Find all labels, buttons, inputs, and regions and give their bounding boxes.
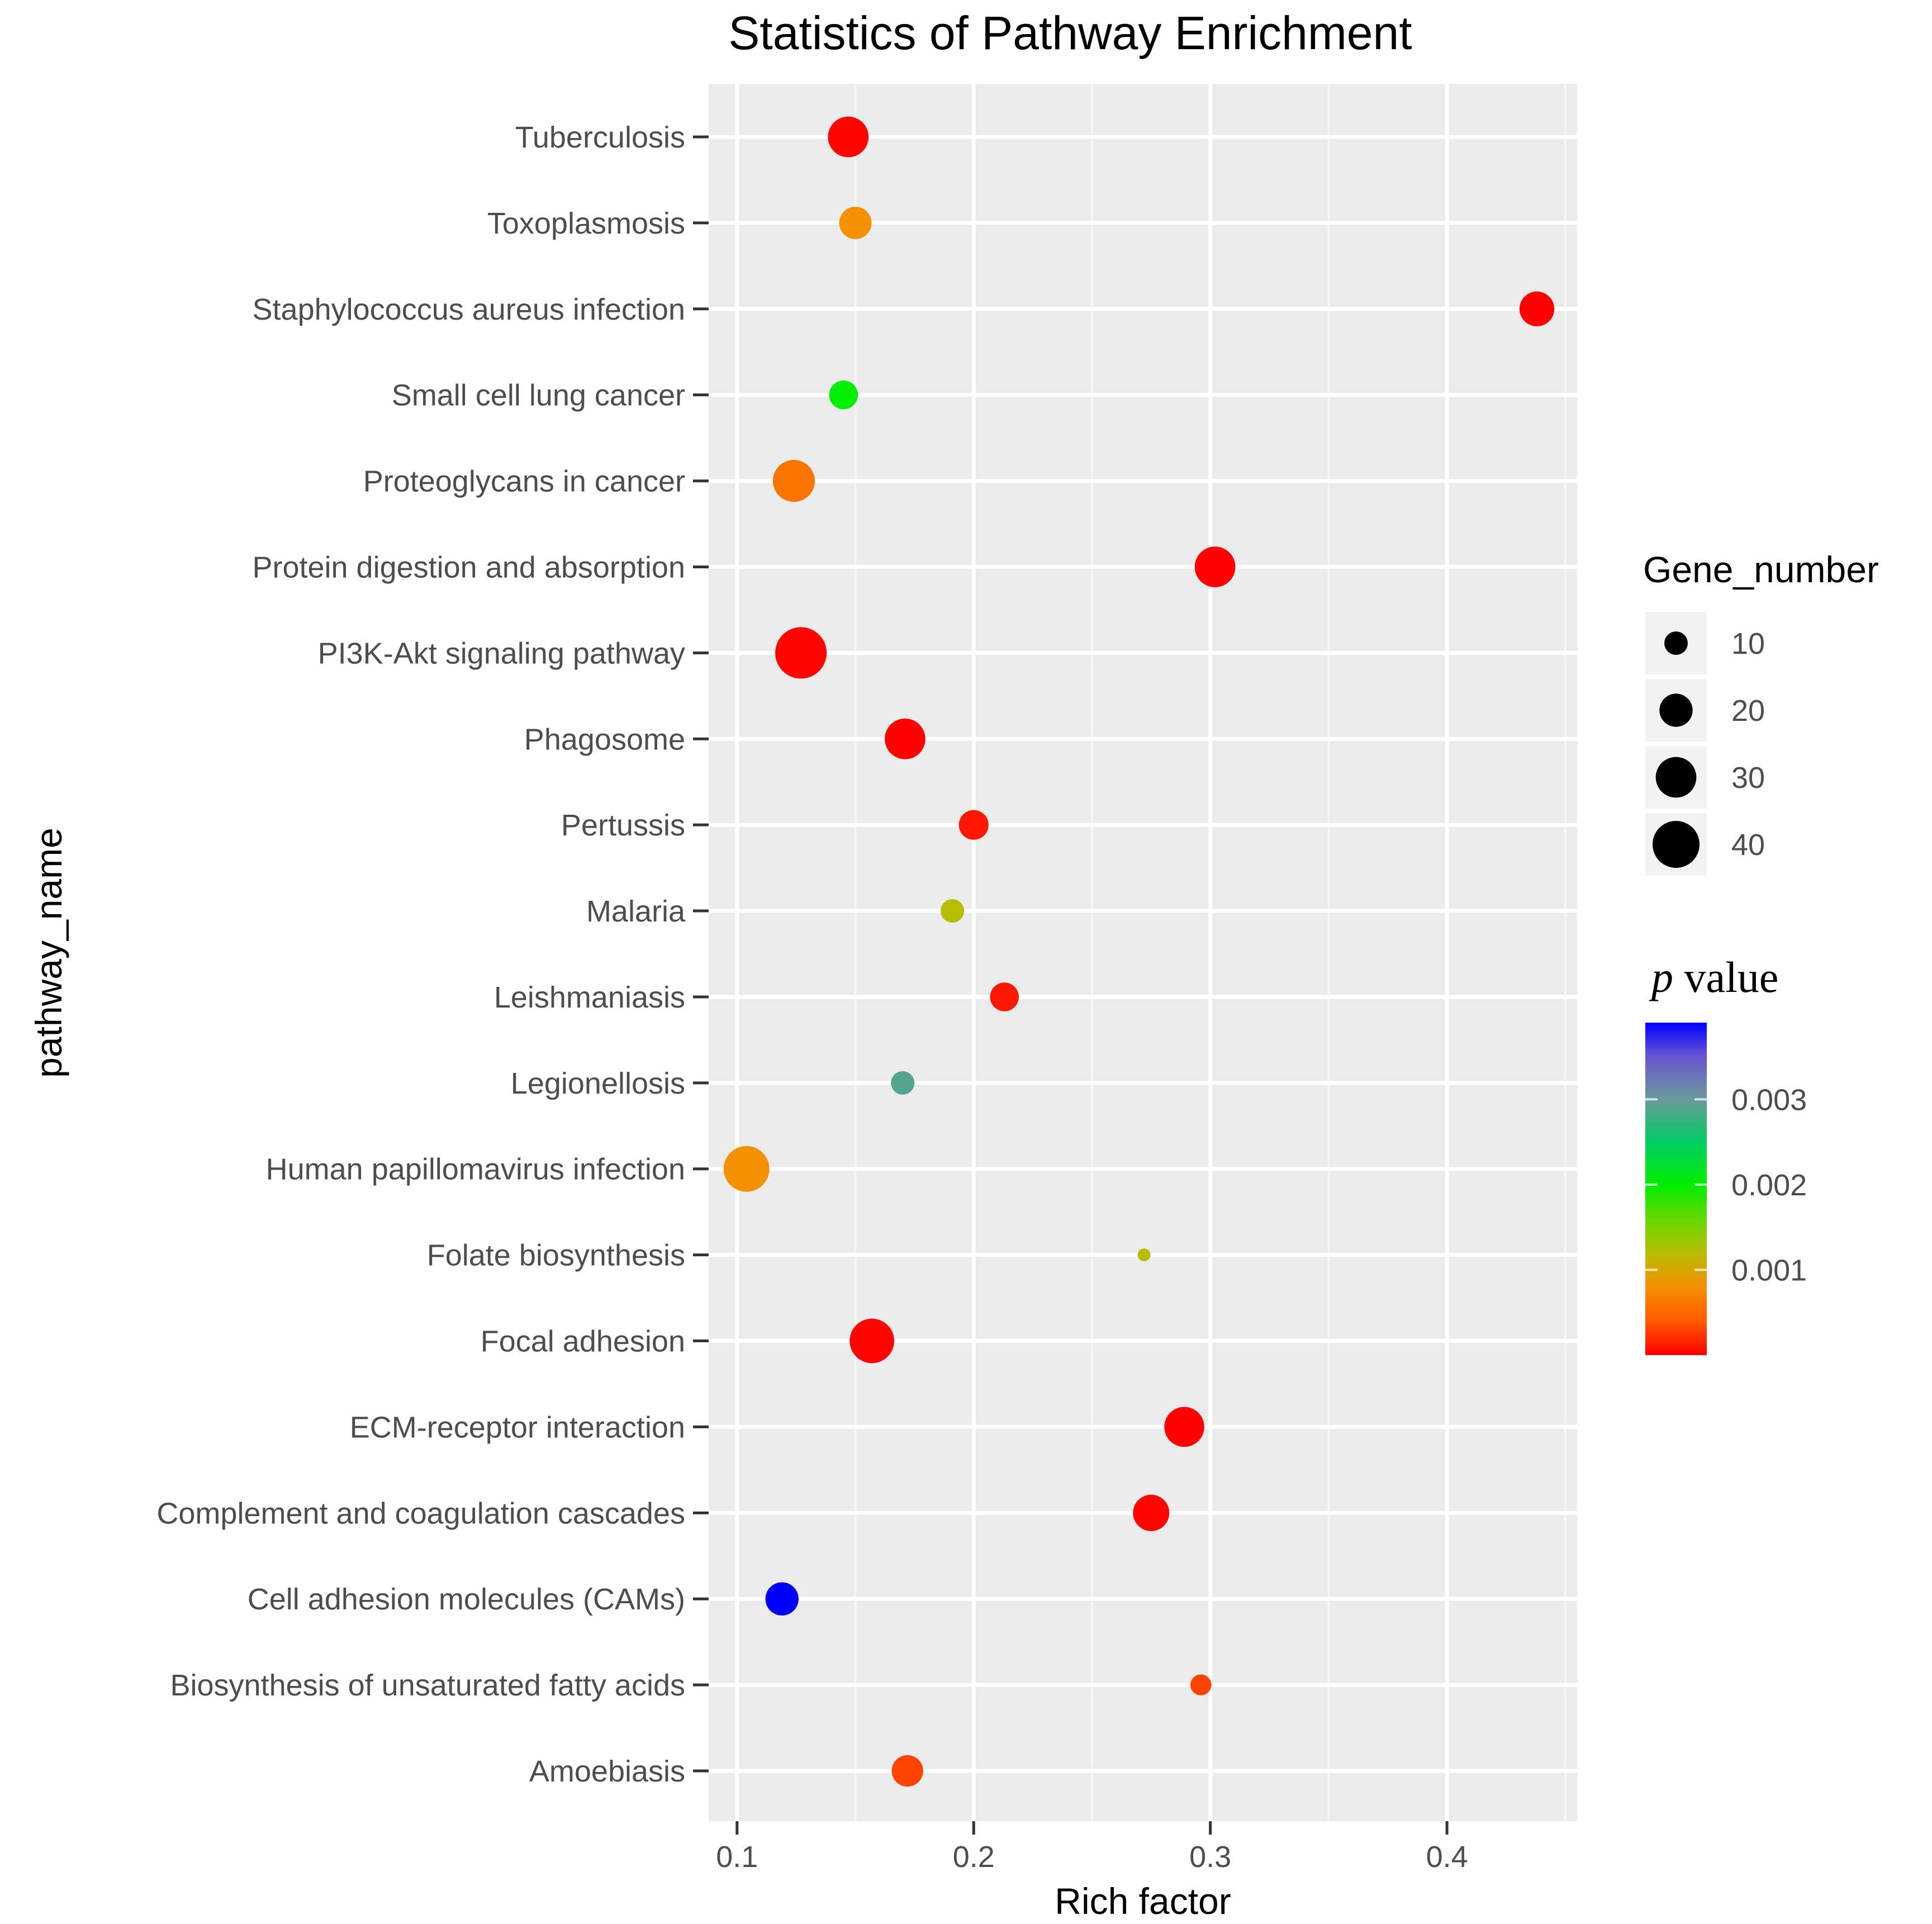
data-point [1194, 547, 1236, 587]
data-point [1164, 1407, 1204, 1447]
plot-panel [709, 84, 1577, 1821]
y-tick-label: Protein digestion and absorption [252, 550, 685, 584]
size-legend-dot [1655, 757, 1697, 798]
y-tick-label: Leishmaniasis [494, 981, 685, 1014]
data-point [775, 627, 827, 679]
y-axis: Tuberculosis Toxoplasmosis Staphylococcus … [156, 121, 709, 1788]
data-point [891, 1755, 923, 1787]
size-legend-title: Gene_number [1643, 549, 1879, 590]
colorbar-tick-label: 0.003 [1731, 1083, 1807, 1117]
size-legend: Gene_number 10 20 30 40 [1643, 549, 1879, 876]
y-tick-label: Toxoplasmosis [487, 207, 685, 240]
x-tick-label: 0.4 [1426, 1840, 1468, 1874]
data-point [990, 982, 1019, 1011]
data-point [723, 1146, 770, 1192]
chart-title: Statistics of Pathway Enrichment [728, 7, 1412, 59]
y-tick-label: Human papillomavirus infection [266, 1153, 685, 1186]
y-tick-label: Tuberculosis [515, 121, 685, 154]
size-legend-label: 30 [1731, 761, 1765, 795]
data-point [828, 116, 869, 158]
color-legend-title: p value [1649, 953, 1778, 1001]
x-axis-label: Rich factor [1055, 1880, 1231, 1922]
data-point [885, 718, 925, 759]
size-legend-dot [1664, 631, 1688, 655]
y-tick-label: Cell adhesion molecules (CAMs) [248, 1583, 685, 1616]
colorbar [1645, 1023, 1707, 1355]
y-tick-label: Small cell lung cancer [392, 379, 685, 412]
y-tick-label: Focal adhesion [481, 1325, 685, 1358]
data-point [1190, 1674, 1212, 1695]
y-tick-label: Amoebiasis [529, 1755, 685, 1788]
y-tick-label: Phagosome [524, 723, 685, 756]
colorbar-tick-label: 0.002 [1731, 1168, 1807, 1202]
data-point [849, 1318, 895, 1364]
data-point [765, 1582, 799, 1616]
data-point [1519, 291, 1555, 326]
size-legend-dot [1653, 821, 1700, 868]
data-point [941, 899, 965, 923]
data-point [891, 1071, 915, 1095]
color-legend-title-p: p [1649, 953, 1673, 1001]
data-point [1137, 1248, 1151, 1262]
y-tick-label: Legionellosis [511, 1067, 685, 1100]
y-tick-label: PI3K-Akt signaling pathway [318, 636, 685, 670]
data-point [772, 460, 815, 502]
size-legend-label: 40 [1731, 828, 1765, 862]
y-tick-label: Staphylococcus aureus infection [253, 293, 685, 326]
colorbar-tick-label: 0.001 [1731, 1253, 1807, 1287]
y-tick-label: Biosynthesis of unsaturated fatty acids [170, 1669, 685, 1702]
x-tick-label: 0.3 [1189, 1840, 1231, 1874]
y-tick-label: Pertussis [561, 809, 685, 842]
y-tick-label: Malaria [586, 895, 686, 928]
y-tick-label: Complement and coagulation cascades [156, 1497, 685, 1530]
y-tick-label: Folate biosynthesis [427, 1239, 685, 1272]
data-point [1133, 1494, 1170, 1531]
data-point [958, 810, 989, 840]
data-point [829, 380, 858, 410]
size-legend-label: 10 [1731, 627, 1765, 661]
panel-background [709, 84, 1577, 1821]
points [723, 116, 1555, 1787]
size-legend-dot [1659, 693, 1693, 727]
color-legend-title-rest: value [1673, 953, 1778, 1001]
x-axis: 0.1 0.2 0.3 0.4 [716, 1821, 1468, 1874]
y-axis-label: pathway_name [28, 828, 69, 1078]
x-tick-label: 0.1 [716, 1840, 758, 1874]
data-point [839, 206, 872, 239]
color-legend: p value 0.001 0.002 0.003 [1645, 953, 1807, 1355]
y-tick-label: ECM-receptor interaction [350, 1410, 685, 1444]
size-legend-label: 20 [1731, 694, 1765, 728]
y-tick-label: Proteoglycans in cancer [363, 465, 685, 498]
x-tick-label: 0.2 [953, 1840, 995, 1874]
